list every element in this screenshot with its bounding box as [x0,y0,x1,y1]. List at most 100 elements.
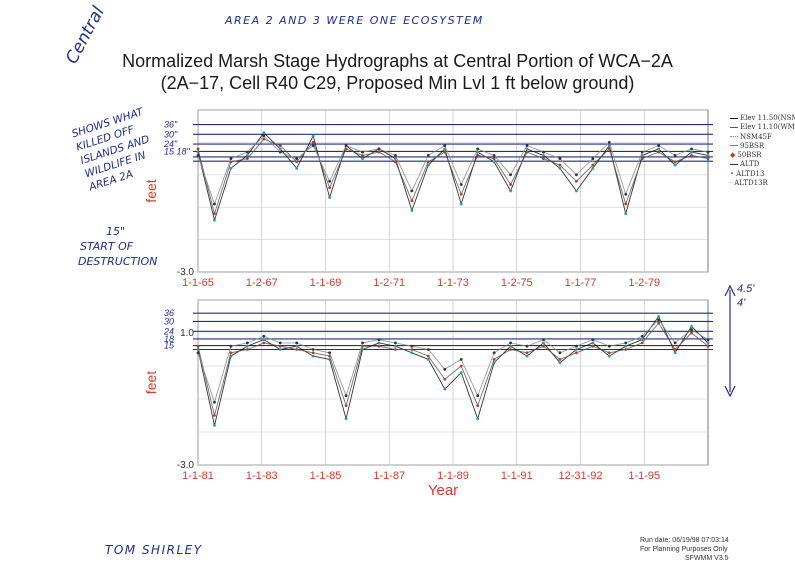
legend-item: Elev 11.10(WMD [730,123,795,132]
data-point [295,160,299,164]
data-point [640,157,644,161]
x-tick-label: 1-1-83 [246,470,278,482]
data-point [492,157,496,161]
data-point [542,150,545,154]
legend-item: Elev 11.50(NSM) [730,114,795,123]
destruction-inches: 15" [106,225,126,238]
data-point [426,153,430,157]
data-point [311,354,315,358]
planning-note: For Planning Purposes Only [640,546,728,553]
inch-mark-label: 30" [164,129,178,139]
chart-title-line2: (2A−17, Cell R40 C29, Proposed Min Lvl 1… [160,73,635,93]
data-point [624,344,628,348]
data-point [410,351,414,355]
data-point [344,394,348,398]
data-point [328,186,332,190]
data-point [459,371,463,374]
inch-mark-label: 18 [164,334,174,344]
data-point [706,150,710,154]
data-point [361,341,364,345]
series-line [197,315,709,426]
data-point [311,144,315,148]
data-point [443,150,447,154]
data-point [361,153,364,157]
data-point [311,348,315,351]
data-point [525,354,529,358]
data-point [213,218,216,222]
data-point [591,341,595,345]
series-line [197,135,709,206]
data-point [328,179,332,183]
destruction-line-1: START OF [80,240,134,253]
x-tick-label: 1-1-81 [182,470,214,482]
data-point [525,344,529,348]
data-point [459,183,463,186]
data-point [525,144,529,148]
model-version: SFWMM V3.5 [685,555,729,562]
data-point [492,351,496,355]
data-point [690,147,693,151]
data-point [196,147,200,151]
chart-title-line1: Normalized Marsh Stage Hydrographs at Ce… [122,51,673,71]
legend-item: ALTD [730,160,795,169]
x-tick-label: 1-1-91 [501,470,533,482]
data-point [278,150,282,154]
author-signature: TOM SHIRLEY [105,543,203,557]
data-point [492,153,496,157]
data-point [591,338,595,341]
data-point [690,325,693,328]
arrow-up-icon [724,284,736,297]
data-point [245,157,249,161]
data-point [574,344,578,348]
data-point [196,153,200,157]
x-tick-label: 1-2-75 [501,277,533,289]
data-point [657,150,661,154]
data-point [574,351,578,355]
data-point [525,150,529,154]
inch-mark-label: 36 [164,308,174,318]
x-tick-label: 1-1-69 [310,277,342,289]
data-point [295,157,299,161]
data-point [229,344,233,348]
data-point [262,338,266,341]
data-point [213,400,216,404]
data-point [245,150,249,154]
data-point [311,141,315,144]
data-point [262,334,266,338]
data-point [459,358,463,361]
inch-mark-label: 36" [164,120,178,130]
inch-mark-label: 15 [164,341,175,351]
data-point [624,202,628,206]
x-tick-label: 1-1-89 [437,470,469,482]
data-point [558,351,562,355]
data-point [706,344,710,348]
legend-item: ◆ 50BSR [730,151,762,160]
data-point [443,387,447,391]
data-point [640,150,644,154]
destruction-note: 15" START OF DESTRUCTION [78,224,157,269]
data-point [607,354,611,358]
data-point [394,348,397,351]
data-point [706,338,710,341]
data-point [542,153,545,157]
data-point [245,341,249,345]
data-point [657,315,661,318]
data-point [377,338,381,341]
data-point [426,354,430,358]
data-point [673,153,677,157]
x-tick-label: 12-31-92 [558,470,602,482]
data-point [229,157,233,161]
inch-mark-label: 15 18" [164,146,191,156]
inch-mark-label: 30 [164,316,174,326]
data-point [295,344,299,348]
x-axis-label: Year [428,482,458,499]
data-point [607,141,611,144]
data-point [394,344,397,348]
data-point [262,137,266,141]
data-point [542,341,545,345]
data-point [344,404,348,407]
chart-panel-1: 1-1-65 1-2-67 1-1-69 1-2-71 1-1-73 1-2-75 1-1-… [143,109,713,289]
data-point [509,348,512,351]
data-point [328,196,332,199]
